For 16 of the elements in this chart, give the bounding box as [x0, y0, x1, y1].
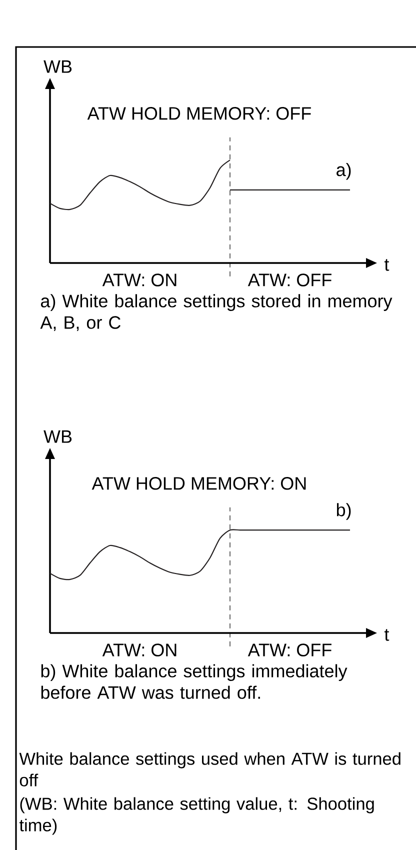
x-axis-title: t	[384, 259, 390, 271]
x-axis-title: t	[384, 629, 390, 641]
text: (WB: White balance setting value, t: Shooting time)	[19, 797, 374, 835]
text: ATW: ON	[102, 274, 176, 286]
chart-title: ATW HOLD MEMORY: OFF	[87, 107, 311, 120]
y-axis-title: WB	[44, 430, 72, 443]
series-label: a)	[336, 162, 351, 180]
series-label: b)	[336, 503, 351, 520]
text: White balance settings used when ATW is turned off	[19, 752, 400, 786]
chart-title: ATW HOLD MEMORY: ON	[92, 477, 306, 490]
text: b) White balance settings immediately before ATW was turned off.	[41, 664, 348, 699]
text: a) White balance settings stored in memory A, B, or C	[40, 294, 392, 332]
text: ATW: OFF	[248, 644, 332, 656]
y-axis-title: WB	[44, 60, 72, 73]
text: ATW: OFF	[248, 274, 332, 286]
text: ATW: ON	[102, 644, 176, 656]
